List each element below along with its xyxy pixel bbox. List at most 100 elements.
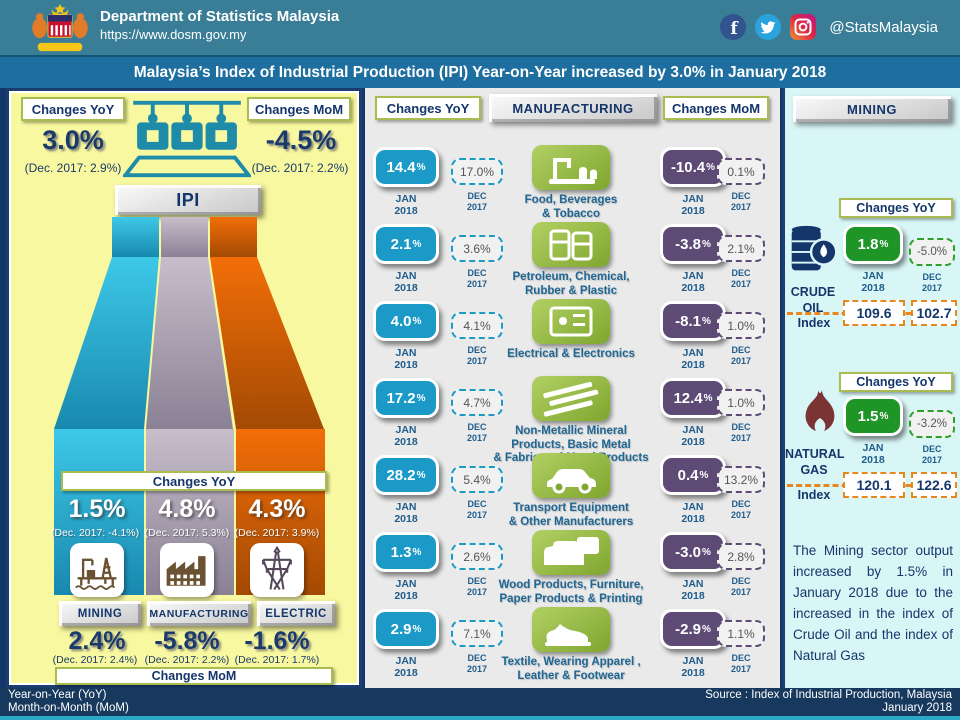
percent-sign: %	[703, 392, 713, 404]
dec-2017-label: DEC 2017	[466, 345, 488, 366]
mining-panel: MINING Changes YoY CRUDE OIL 1.8% JAN 2018…	[782, 88, 960, 688]
assembly-line-icon	[123, 100, 251, 178]
crude-index-jan: 109.6	[843, 300, 905, 326]
category-label: Food, Beverages & Tobacco	[524, 194, 618, 220]
ipi-mom-prev: (Dec. 2017: 2.2%)	[251, 161, 349, 175]
jan-2018-label: JAN 2018	[681, 270, 705, 294]
jan-2018-label: JAN 2018	[681, 655, 705, 679]
mfg-yoy-header: Changes YoY	[375, 96, 481, 120]
factory-icon	[166, 556, 206, 586]
yoy-jan-value-box: 1.3%	[373, 532, 439, 572]
jan-2018-label: JAN 2018	[681, 501, 705, 525]
main-area: Changes YoY Changes MoM 3.0% (Dec. 2017:…	[0, 88, 960, 688]
jan-2018-label: JAN 2018	[681, 347, 705, 371]
jan-2018-label: JAN 2018	[394, 347, 418, 371]
food-beverages-tobacco-icon	[549, 157, 597, 184]
category-tile	[532, 145, 610, 190]
mom-dec-value-box: 0.1%	[717, 158, 765, 185]
ipi-yoy-label: Changes YoY	[21, 97, 125, 121]
percent-sign: %	[699, 469, 709, 481]
crude-oil-label: CRUDE OIL	[790, 285, 836, 315]
yoy-jan-value-box: 4.0%	[373, 301, 439, 341]
percent-sign: %	[706, 161, 716, 173]
dec-2017-label: DEC 2017	[466, 499, 488, 520]
ipi-mom-value: -4.5%	[265, 125, 337, 155]
dec-2017-label: DEC 2017	[466, 422, 488, 443]
category-tile	[532, 222, 610, 267]
transport-equipment-icon	[547, 468, 596, 493]
ipi-yoy-value: 3.0%	[42, 125, 104, 155]
dec-2017-label: DEC 2017	[466, 653, 488, 674]
electric-yoy-value: 4.3%	[248, 495, 306, 523]
mom-jan-value: -3.0	[675, 543, 701, 561]
crude-yoy-value: 1.8	[857, 235, 879, 253]
crude-index-dec: 102.7	[911, 300, 957, 326]
ipi-mom-label: Changes MoM	[247, 97, 351, 121]
mom-jan-value: -3.8	[675, 235, 701, 253]
mom-dec-value-box: 1.0%	[717, 389, 765, 416]
percent-sign: %	[701, 315, 711, 327]
ipi-yoy-prev: (Dec. 2017: 2.9%)	[24, 161, 122, 175]
org-name: Department of Statistics Malaysia	[100, 8, 340, 25]
jan-2018-label: JAN 2018	[394, 193, 418, 217]
org-url[interactable]: https://www.dosm.gov.my	[100, 27, 247, 42]
mom-jan-value: -2.9	[675, 620, 701, 638]
dec-2017-label: DEC 2017	[730, 345, 752, 366]
oil-rig-icon	[75, 557, 117, 590]
mom-dec-value-box: 2.8%	[717, 543, 765, 570]
mfg-row-food: 14.4% JAN 2018 17.0% DEC 2017 Food, Bevera…	[365, 145, 780, 222]
percent-sign: %	[416, 161, 426, 173]
mfg-row-textile: 2.9% JAN 2018 7.1% DEC 2017 Textile, Weari…	[365, 607, 780, 684]
yoy-dec-value-box: 7.1%	[451, 620, 503, 647]
crude-index-label: Index	[797, 316, 831, 330]
yoy-jan-value-box: 2.1%	[373, 224, 439, 264]
petroleum-chemical-icon	[549, 229, 593, 260]
jan-2018-label: JAN 2018	[394, 270, 418, 294]
yoy-jan-value: 1.3	[390, 543, 412, 561]
gas-index-jan: 120.1	[843, 472, 905, 498]
mom-dec-value-box: 13.2%	[717, 466, 765, 493]
percent-sign: %	[412, 623, 422, 635]
crude-yoy-jan-box: 1.8%	[843, 224, 903, 264]
dec-2017-label: DEC 2017	[921, 444, 943, 465]
mfg-row-transport: 28.2% JAN 2018 5.4% DEC 2017 Transport Equ…	[365, 453, 780, 530]
yoy-dec-value-box: 3.6%	[451, 235, 503, 262]
mining-mom-value: 2.4%	[68, 627, 126, 655]
footer-source-text: Source : Index of Industrial Production,…	[705, 689, 952, 701]
manufacturing-panel: Changes YoY MANUFACTURING Changes MoM 14…	[365, 88, 780, 688]
dec-2017-label: DEC 2017	[730, 499, 752, 520]
social-links: f @StatsMalaysia	[720, 14, 938, 40]
percent-sign: %	[879, 238, 889, 250]
instagram-icon[interactable]	[790, 14, 817, 40]
electric-yoy-prev: (Dec. 2017: 3.9%)	[234, 527, 320, 539]
category-label: Textile, Wearing Apparel , Leather & Foo…	[501, 656, 641, 682]
mom-jan-value-box: -3.0%	[660, 532, 726, 572]
gas-yoy-value: 1.5	[857, 407, 879, 425]
electric-button: ELECTRIC	[257, 601, 335, 626]
dec-2017-label: DEC 2017	[730, 191, 752, 212]
facebook-icon[interactable]: f	[720, 14, 747, 40]
mfg-row-electrical: 4.0% JAN 2018 4.1% DEC 2017 Electrical & E…	[365, 299, 780, 376]
electric-tile	[250, 543, 304, 597]
dec-2017-label: DEC 2017	[921, 272, 943, 293]
manufacturing-mom-value: -5.8%	[154, 627, 220, 655]
yoy-jan-value-box: 28.2%	[373, 455, 439, 495]
mom-jan-value: -10.4	[670, 158, 706, 176]
electric-mom-value: -1.6%	[244, 627, 310, 655]
metal-products-icon	[543, 381, 599, 417]
gas-yoy-dec-box: -3.2%	[909, 410, 955, 438]
mining-mom-prev: (Dec. 2017: 2.4%)	[52, 654, 138, 666]
percent-sign: %	[879, 410, 889, 422]
sectors-mom-banner: Changes MoM	[55, 667, 333, 685]
jan-2018-label: JAN 2018	[681, 578, 705, 602]
yoy-jan-value-box: 17.2%	[373, 378, 439, 418]
jan-2018-label: JAN 2018	[394, 655, 418, 679]
headline-text: Malaysia’s Index of Industrial Productio…	[133, 63, 827, 81]
footer-period: January 2018	[882, 702, 952, 714]
dec-2017-label: DEC 2017	[730, 422, 752, 443]
twitter-icon[interactable]	[755, 14, 782, 40]
yoy-dec-value-box: 4.7%	[451, 389, 503, 416]
mom-jan-value-box: -8.1%	[660, 301, 726, 341]
percent-sign: %	[701, 546, 711, 558]
